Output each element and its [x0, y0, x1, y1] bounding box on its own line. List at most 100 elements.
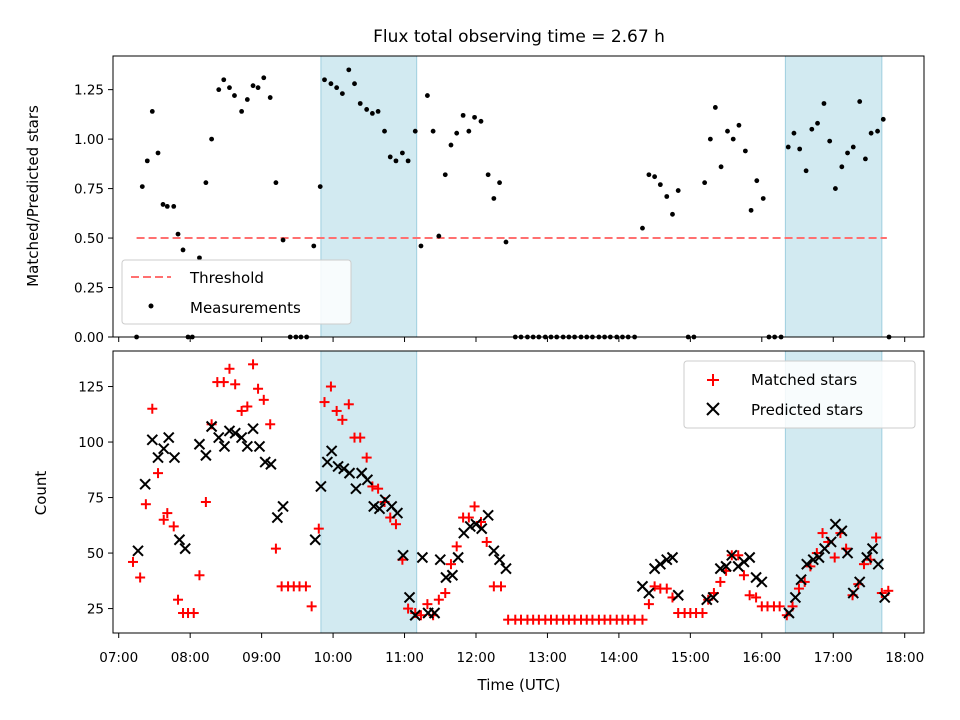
matched-point — [422, 599, 433, 610]
predicted-point — [482, 509, 494, 522]
measurement-point — [657, 182, 663, 188]
matched-point — [173, 594, 184, 605]
measurement-point — [280, 237, 286, 243]
x-tick-label: 15:00 — [671, 650, 710, 666]
measurement-point — [448, 142, 454, 148]
y-tick-label: 0.00 — [74, 330, 104, 346]
predicted-point — [158, 442, 170, 455]
top-shaded-intervals — [320, 55, 883, 338]
x-tick-label: 12:00 — [457, 650, 496, 666]
top-y-ticks: 0.00 0.25 0.50 0.75 1.00 1.25 — [74, 83, 113, 346]
measurement-point — [850, 144, 856, 150]
predicted-point — [866, 542, 879, 555]
measurement-point — [880, 116, 886, 122]
chart-title: Flux total observing time = 2.67 h — [373, 27, 665, 47]
matched-point — [445, 559, 456, 570]
measurement-point — [209, 136, 215, 142]
bottom-legend-box — [683, 360, 916, 429]
top-panel: Flux total observing time = 2.67 h 0.000… — [24, 27, 925, 346]
measurement-point — [821, 101, 827, 106]
matched-point — [495, 581, 506, 592]
measurement-point — [232, 93, 237, 98]
matched-point — [224, 363, 235, 374]
predicted-point — [373, 502, 386, 515]
matched-point — [649, 581, 660, 592]
measurement-point — [760, 196, 766, 201]
matched-point — [463, 512, 474, 523]
matched-point — [637, 614, 648, 625]
measurement-point — [267, 95, 273, 100]
measurement-point — [827, 138, 833, 144]
measurement-point — [180, 247, 186, 253]
measurement-point — [369, 110, 375, 116]
matched-point — [469, 501, 480, 512]
matched-point — [253, 383, 264, 394]
matched-point — [715, 576, 726, 587]
predicted-point — [213, 431, 225, 444]
matched-point — [188, 608, 199, 619]
predicted-point — [325, 445, 338, 457]
y-tick-label: 1.25 — [74, 83, 104, 99]
predicted-point — [672, 589, 684, 601]
shaded-interval — [320, 350, 418, 634]
matched-point — [337, 414, 348, 425]
legend-measurements-swatch — [148, 303, 154, 309]
predicted-point — [409, 609, 421, 621]
x-tick-label: 11:00 — [385, 650, 424, 666]
predicted-point — [265, 458, 277, 470]
x-tick-label: 14:00 — [599, 650, 638, 666]
y-tick-label: 75 — [87, 491, 104, 507]
measurement-point — [357, 101, 363, 106]
predicted-point — [397, 549, 409, 561]
measurement-point — [221, 77, 227, 83]
predicted-point — [440, 571, 452, 584]
predicted-point — [139, 478, 151, 490]
predicted-point — [475, 522, 488, 535]
measurement-point — [239, 109, 245, 114]
measurement-point — [454, 130, 460, 136]
predicted-point — [179, 542, 191, 555]
measurement-point — [322, 77, 327, 83]
measurement-point — [311, 243, 317, 249]
predicted-point — [391, 507, 404, 519]
top-y-axis-label: Matched/Predicted stars — [24, 105, 42, 287]
matched-point — [744, 590, 755, 601]
matched-point — [128, 556, 139, 567]
measurement-point — [164, 203, 170, 209]
top-axes-frame — [112, 55, 925, 338]
predicted-point — [726, 549, 738, 561]
matched-point — [481, 536, 492, 547]
measurement-point — [244, 97, 250, 102]
matched-point — [265, 419, 276, 430]
measurement-point — [725, 128, 730, 134]
predicted-point — [701, 593, 713, 606]
top-legend: Threshold Measurements — [121, 259, 352, 325]
predicted-point — [847, 587, 859, 599]
bottom-y-axis-label: Count — [32, 471, 50, 516]
x-tick-label: 17:00 — [814, 650, 853, 666]
predicted-point — [193, 438, 206, 450]
predicted-point — [146, 434, 159, 446]
matched-point — [218, 377, 229, 388]
measurement-point — [472, 114, 477, 120]
y-tick-label: 125 — [78, 380, 104, 396]
measurement-point — [393, 158, 399, 164]
predicted-point — [643, 587, 655, 599]
bottom-axes-frame — [112, 350, 925, 634]
predicted-point — [200, 449, 212, 462]
predicted-point — [795, 574, 807, 586]
y-tick-label: 50 — [87, 546, 104, 562]
measurement-point — [845, 150, 850, 156]
measurement-point — [430, 128, 436, 134]
measurement-point — [503, 239, 509, 245]
measurement-point — [442, 172, 448, 178]
x-axis-label: Time (UTC) — [477, 676, 561, 694]
bottom-x-ticks: 07:00 08:00 09:00 10:00 11:00 12:00 13:00 14:00… — [99, 633, 924, 666]
predicted-point — [452, 551, 464, 564]
matched-point — [168, 521, 179, 532]
measurement-point — [730, 136, 736, 142]
matched-point — [403, 603, 414, 614]
predicted-point — [707, 591, 719, 604]
measurement-point — [478, 118, 484, 124]
measurement-point — [466, 128, 472, 134]
